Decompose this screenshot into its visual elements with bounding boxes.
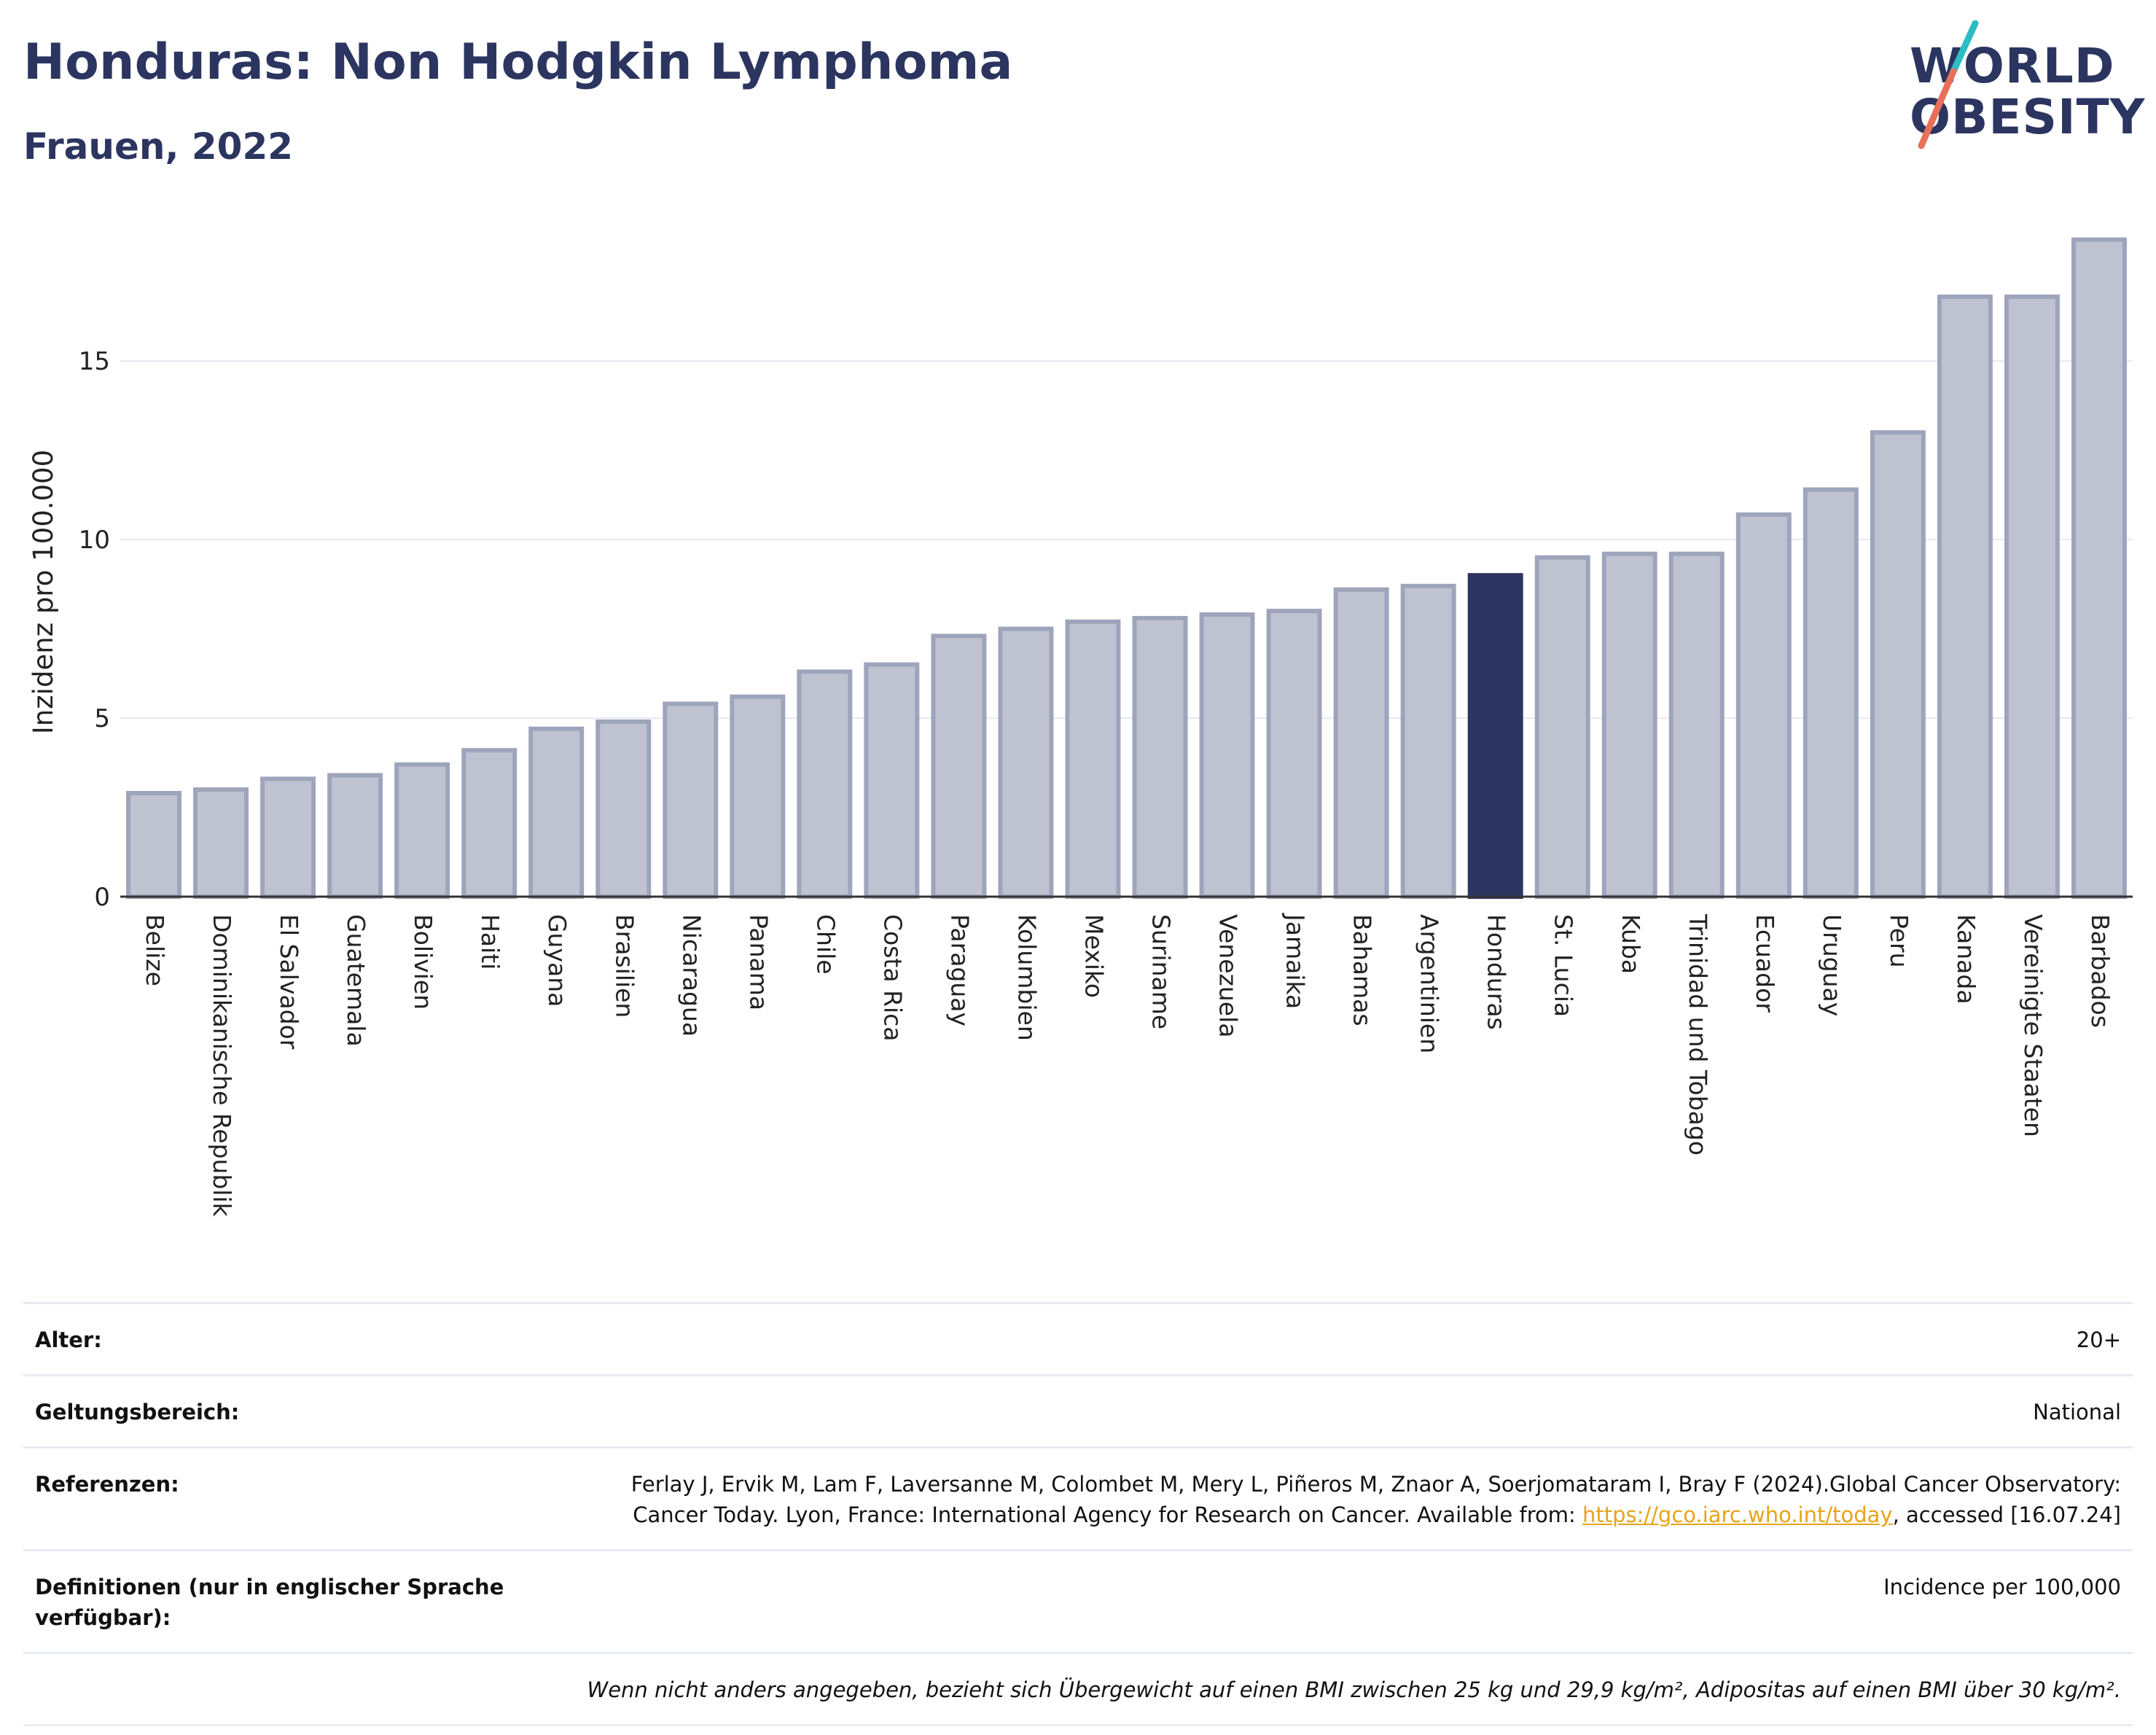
bar <box>931 633 987 899</box>
bar <box>193 787 249 900</box>
bar <box>1937 295 1993 899</box>
category-labels: Belize Dominikanische Republik El Salvador… <box>141 913 2114 1217</box>
info-row-note: Wenn nicht anders angegeben, bezieht sic… <box>23 1652 2133 1724</box>
x-tick-label: Barbados <box>2086 914 2114 1028</box>
x-tick-label: Guatemala <box>342 914 370 1047</box>
logo-slash-icon <box>1918 20 1979 149</box>
x-tick-label: Paraguay <box>945 914 974 1026</box>
x-tick-label: Chile <box>811 914 840 975</box>
references-text-1: Ferlay J, Ervik M, Lam F, Laversanne M, … <box>630 1472 2121 1528</box>
world-obesity-logo: WORLD OBESITY <box>1895 20 2146 159</box>
bar <box>797 669 853 899</box>
references-text-2: , accessed [16.07.24] <box>1892 1502 2121 1528</box>
x-tick-label: Panama <box>744 914 773 1010</box>
bar-highlight <box>1467 573 1523 900</box>
x-tick-label: Uruguay <box>1818 914 1846 1016</box>
bar <box>864 662 920 899</box>
bar <box>1601 551 1657 899</box>
x-tick-label: Kolumbien <box>1012 914 1041 1041</box>
bar <box>2071 237 2127 899</box>
info-row-definitions: Definitionen (nur in englischer Sprache … <box>23 1549 2133 1652</box>
bar <box>663 701 719 899</box>
scope-value: National <box>2033 1400 2121 1425</box>
x-tick-label: Jamaika <box>1281 913 1310 1009</box>
bar <box>126 790 181 900</box>
x-tick-label: Bolivien <box>409 914 437 1010</box>
x-tick-label: Ecuador <box>1751 914 1779 1013</box>
x-tick-label: Haiti <box>476 914 504 970</box>
x-tick-label: Nicaragua <box>677 914 706 1037</box>
x-tick-label: Peru <box>1885 914 1913 968</box>
y-tick-label: 15 <box>79 347 110 376</box>
y-axis-label: Inzidenz pro 100.000 <box>28 450 59 734</box>
info-row-references: Referenzen: Ferlay J, Ervik M, Lam F, La… <box>23 1446 2133 1549</box>
bar <box>1668 551 1725 899</box>
x-tick-label: Bahamas <box>1348 914 1377 1026</box>
x-tick-label: Honduras <box>1483 914 1511 1030</box>
bar <box>1065 619 1121 900</box>
bar <box>2004 295 2060 899</box>
x-tick-label: Dominikanische Republik <box>208 914 236 1217</box>
scope-label: Geltungsbereich: <box>35 1400 240 1425</box>
info-divider <box>23 1724 2133 1727</box>
bar <box>1333 587 1389 899</box>
x-tick-label: Belize <box>141 914 169 986</box>
bar <box>461 748 517 899</box>
y-tick-label: 10 <box>79 526 110 555</box>
info-table: Alter: 20+ Geltungsbereich: National Ref… <box>23 1302 2133 1727</box>
logo-line-2: OBESITY <box>1910 89 2146 145</box>
x-tick-label: Costa Rica <box>878 914 907 1042</box>
x-tick-label: Mexiko <box>1079 914 1108 998</box>
definitions-value: Incidence per 100,000 <box>1883 1575 2121 1600</box>
bar <box>1132 615 1188 899</box>
bar <box>998 626 1054 899</box>
references-value: Ferlay J, Ervik M, Lam F, Laversanne M, … <box>627 1469 2121 1530</box>
bar <box>1199 612 1255 899</box>
info-row-scope: Geltungsbereich: National <box>23 1374 2133 1446</box>
x-tick-label: El Salvador <box>275 914 303 1050</box>
x-tick-label: Kanada <box>1952 914 1980 1005</box>
bar <box>730 694 786 899</box>
info-row-age: Alter: 20+ <box>23 1302 2133 1374</box>
bar <box>1534 555 1590 899</box>
bar-chart: 0 5 10 15 Inzidenz pro 100.000 Belize Dominik… <box>28 237 2133 1217</box>
age-value: 20+ <box>2076 1327 2121 1352</box>
x-tick-label: Suriname <box>1147 914 1176 1029</box>
references-label: Referenzen: <box>35 1472 179 1497</box>
age-label: Alter: <box>35 1327 102 1352</box>
bar <box>394 762 450 899</box>
bar <box>1266 609 1322 899</box>
x-tick-label: Argentinien <box>1415 914 1444 1053</box>
x-tick-label: Brasilien <box>610 914 638 1018</box>
x-tick-label: St. Lucia <box>1550 914 1578 1017</box>
axes: 0 5 10 15 Inzidenz pro 100.000 <box>28 347 2133 912</box>
bar <box>1400 583 1456 900</box>
bar <box>528 726 585 899</box>
x-tick-label: Venezuela <box>1214 914 1243 1037</box>
definitions-label: Definitionen (nur in englischer Sprache … <box>35 1575 504 1631</box>
x-tick-label: Trinidad und Tobago <box>1684 913 1712 1155</box>
x-tick-label: Kuba <box>1617 914 1645 974</box>
grid-lines <box>120 360 2133 720</box>
bar <box>260 776 316 900</box>
y-tick-label: 0 <box>94 883 110 912</box>
x-tick-label: Guyana <box>543 914 571 1007</box>
bars <box>126 237 2127 900</box>
y-tick-label: 5 <box>94 704 110 733</box>
bar <box>1802 487 1859 899</box>
bmi-note: Wenn nicht anders angegeben, bezieht sic… <box>587 1677 2121 1703</box>
bar <box>1735 512 1792 899</box>
references-link[interactable]: https://gco.iarc.who.int/today <box>1582 1502 1893 1528</box>
bar <box>1870 430 1926 899</box>
chart-title: Honduras: Non Hodgkin Lymphoma <box>23 34 1013 91</box>
bar <box>595 719 652 900</box>
x-tick-label: Vereinigte Staaten <box>2019 914 2047 1137</box>
bar <box>327 773 383 899</box>
chart-subtitle: Frauen, 2022 <box>23 125 294 168</box>
logo-line-1: WORLD <box>1910 38 2115 94</box>
